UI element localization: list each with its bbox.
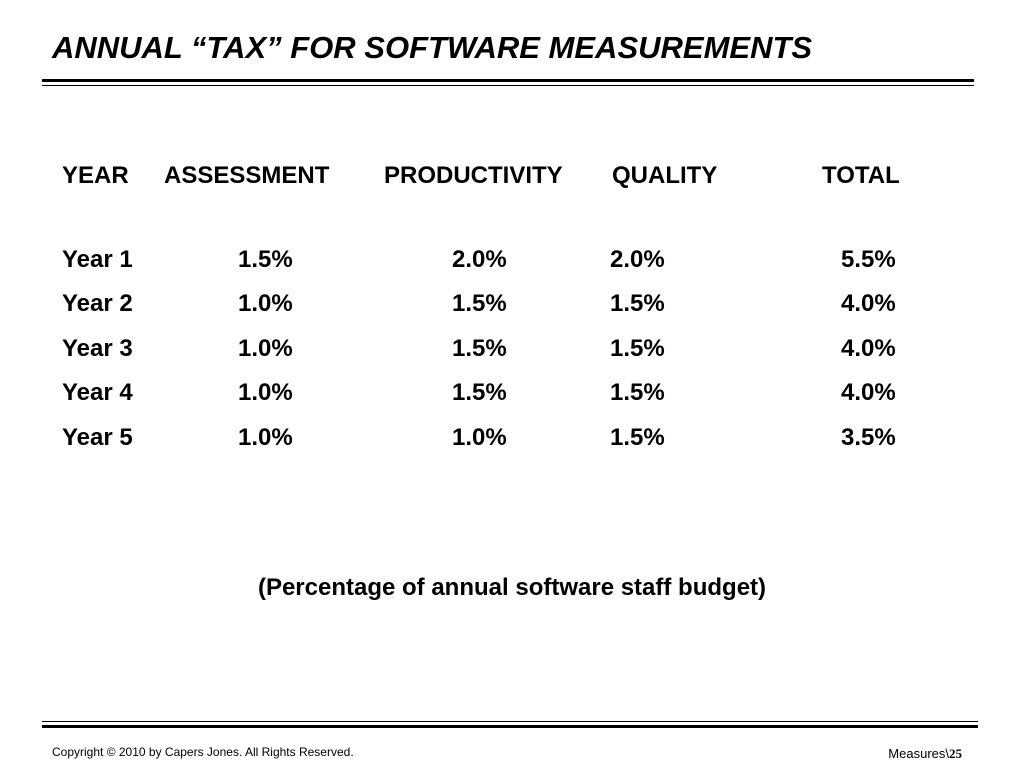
page-number: 25 xyxy=(949,746,962,761)
cell-year: Year 5 xyxy=(62,424,133,451)
cell-year: Year 2 xyxy=(62,290,133,317)
table-note: (Percentage of annual software staff bud… xyxy=(257,574,767,601)
header-assessment: ASSESSMENT xyxy=(164,162,330,189)
cell-total: 4.0% xyxy=(841,335,896,362)
cell-productivity: 1.5% xyxy=(452,290,507,317)
cell-assessment: 1.0% xyxy=(238,335,293,362)
header-productivity: PRODUCTIVITY xyxy=(384,162,563,189)
cell-quality: 1.5% xyxy=(610,424,665,451)
cell-quality: 1.5% xyxy=(610,290,665,317)
cell-productivity: 1.5% xyxy=(452,379,507,406)
cell-total: 5.5% xyxy=(841,246,896,273)
cell-productivity: 1.5% xyxy=(452,335,507,362)
header-quality: QUALITY xyxy=(612,162,718,189)
header-total: TOTAL xyxy=(822,162,900,189)
slide-title: ANNUAL “TAX” FOR SOFTWARE MEASUREMENTS xyxy=(52,30,813,65)
copyright-notice: Copyright © 2010 by Capers Jones. All Ri… xyxy=(52,745,354,759)
cell-assessment: 1.0% xyxy=(238,379,293,406)
cell-quality: 1.5% xyxy=(610,335,665,362)
footer-divider-thin xyxy=(42,721,978,722)
cell-assessment: 1.0% xyxy=(238,424,293,451)
cell-total: 3.5% xyxy=(841,424,896,451)
section-name: Measures\ xyxy=(888,746,949,761)
header-year: YEAR xyxy=(62,162,129,189)
cell-quality: 2.0% xyxy=(610,246,665,273)
cell-total: 4.0% xyxy=(841,290,896,317)
title-divider-thick xyxy=(42,79,974,82)
page-label: Measures\25 xyxy=(888,746,962,762)
cell-year: Year 3 xyxy=(62,335,133,362)
cell-quality: 1.5% xyxy=(610,379,665,406)
footer-divider-thick xyxy=(42,725,978,728)
title-divider-thin xyxy=(42,85,974,86)
cell-assessment: 1.0% xyxy=(238,290,293,317)
cell-total: 4.0% xyxy=(841,379,896,406)
cell-productivity: 2.0% xyxy=(452,246,507,273)
cell-year: Year 4 xyxy=(62,379,133,406)
cell-assessment: 1.5% xyxy=(238,246,293,273)
cell-productivity: 1.0% xyxy=(452,424,507,451)
cell-year: Year 1 xyxy=(62,246,133,273)
